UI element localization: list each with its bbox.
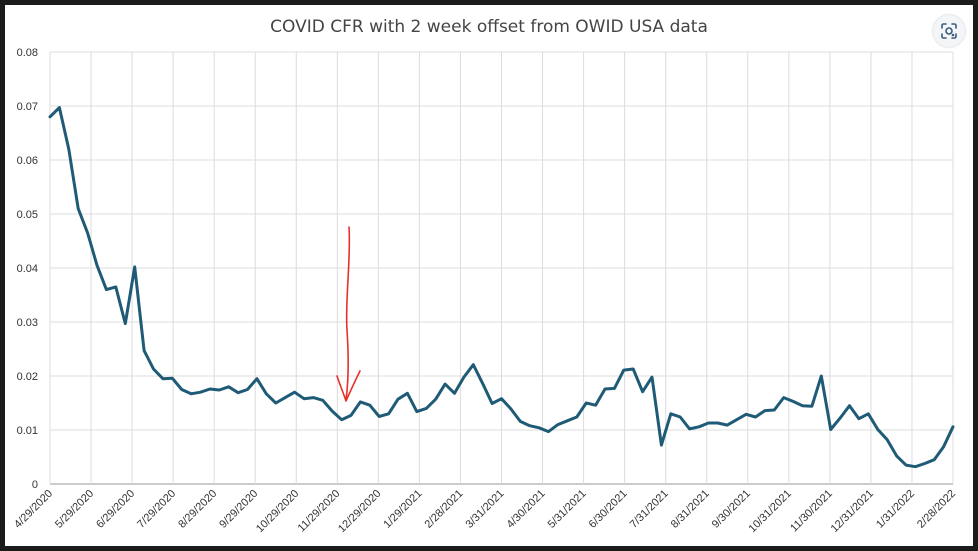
x-tick-label: 9/30/2021 <box>710 488 753 531</box>
annotation-arrow <box>336 226 361 402</box>
x-axis: 4/29/20205/29/20206/29/20207/29/20208/29… <box>12 488 958 535</box>
chart-frame: COVID CFR with 2 week offset from OWID U… <box>5 5 973 546</box>
y-tick-label: 0.08 <box>17 47 38 59</box>
y-axis: 0 0.01 0.02 0.03 0.04 0.05 0.06 0.07 0.08 <box>17 47 38 491</box>
chart-title: COVID CFR with 2 week offset from OWID U… <box>270 17 708 37</box>
x-tick-label: 10/29/2020 <box>254 488 301 535</box>
x-tick-label: 3/31/2021 <box>464 488 507 531</box>
arrow-head <box>336 370 361 402</box>
x-tick-label: 9/29/2020 <box>217 488 260 531</box>
x-tick-label: 7/31/2021 <box>628 488 671 531</box>
y-tick-label: 0.05 <box>17 209 38 221</box>
x-tick-label: 5/31/2021 <box>546 488 589 531</box>
x-tick-label: 1/29/2021 <box>381 488 424 531</box>
arrow-shaft <box>345 226 351 401</box>
x-tick-label: 2/28/2021 <box>422 488 465 531</box>
x-tick-label: 8/29/2020 <box>176 488 219 531</box>
y-tick-label: 0.01 <box>17 425 38 437</box>
x-tick-label: 11/30/2021 <box>788 488 835 535</box>
lens-icon <box>941 23 957 39</box>
x-tick-label: 11/29/2020 <box>296 488 343 535</box>
y-tick-label: 0 <box>32 479 38 491</box>
y-tick-label: 0.02 <box>17 371 38 383</box>
visual-search-button[interactable] <box>933 15 965 47</box>
x-tick-label: 8/31/2021 <box>669 488 712 531</box>
x-tick-label: 12/29/2020 <box>336 488 383 535</box>
y-tick-label: 0.06 <box>17 155 38 167</box>
grid <box>49 51 954 485</box>
x-tick-label: 10/31/2021 <box>747 488 794 535</box>
x-tick-label: 6/30/2021 <box>587 488 630 531</box>
x-tick-label: 1/31/2022 <box>874 488 917 531</box>
x-tick-label: 6/29/2020 <box>94 488 137 531</box>
x-tick-label: 4/30/2021 <box>505 488 548 531</box>
x-tick-label: 4/29/2020 <box>12 488 55 531</box>
x-tick-label: 12/31/2021 <box>829 488 876 535</box>
y-tick-label: 0.03 <box>17 317 38 329</box>
series-layer <box>48 106 955 469</box>
y-tick-label: 0.07 <box>17 101 38 113</box>
x-tick-label: 2/28/2022 <box>915 488 958 531</box>
y-tick-label: 0.04 <box>17 263 38 275</box>
x-tick-label: 7/29/2020 <box>135 488 178 531</box>
x-tick-label: 5/29/2020 <box>53 488 96 531</box>
